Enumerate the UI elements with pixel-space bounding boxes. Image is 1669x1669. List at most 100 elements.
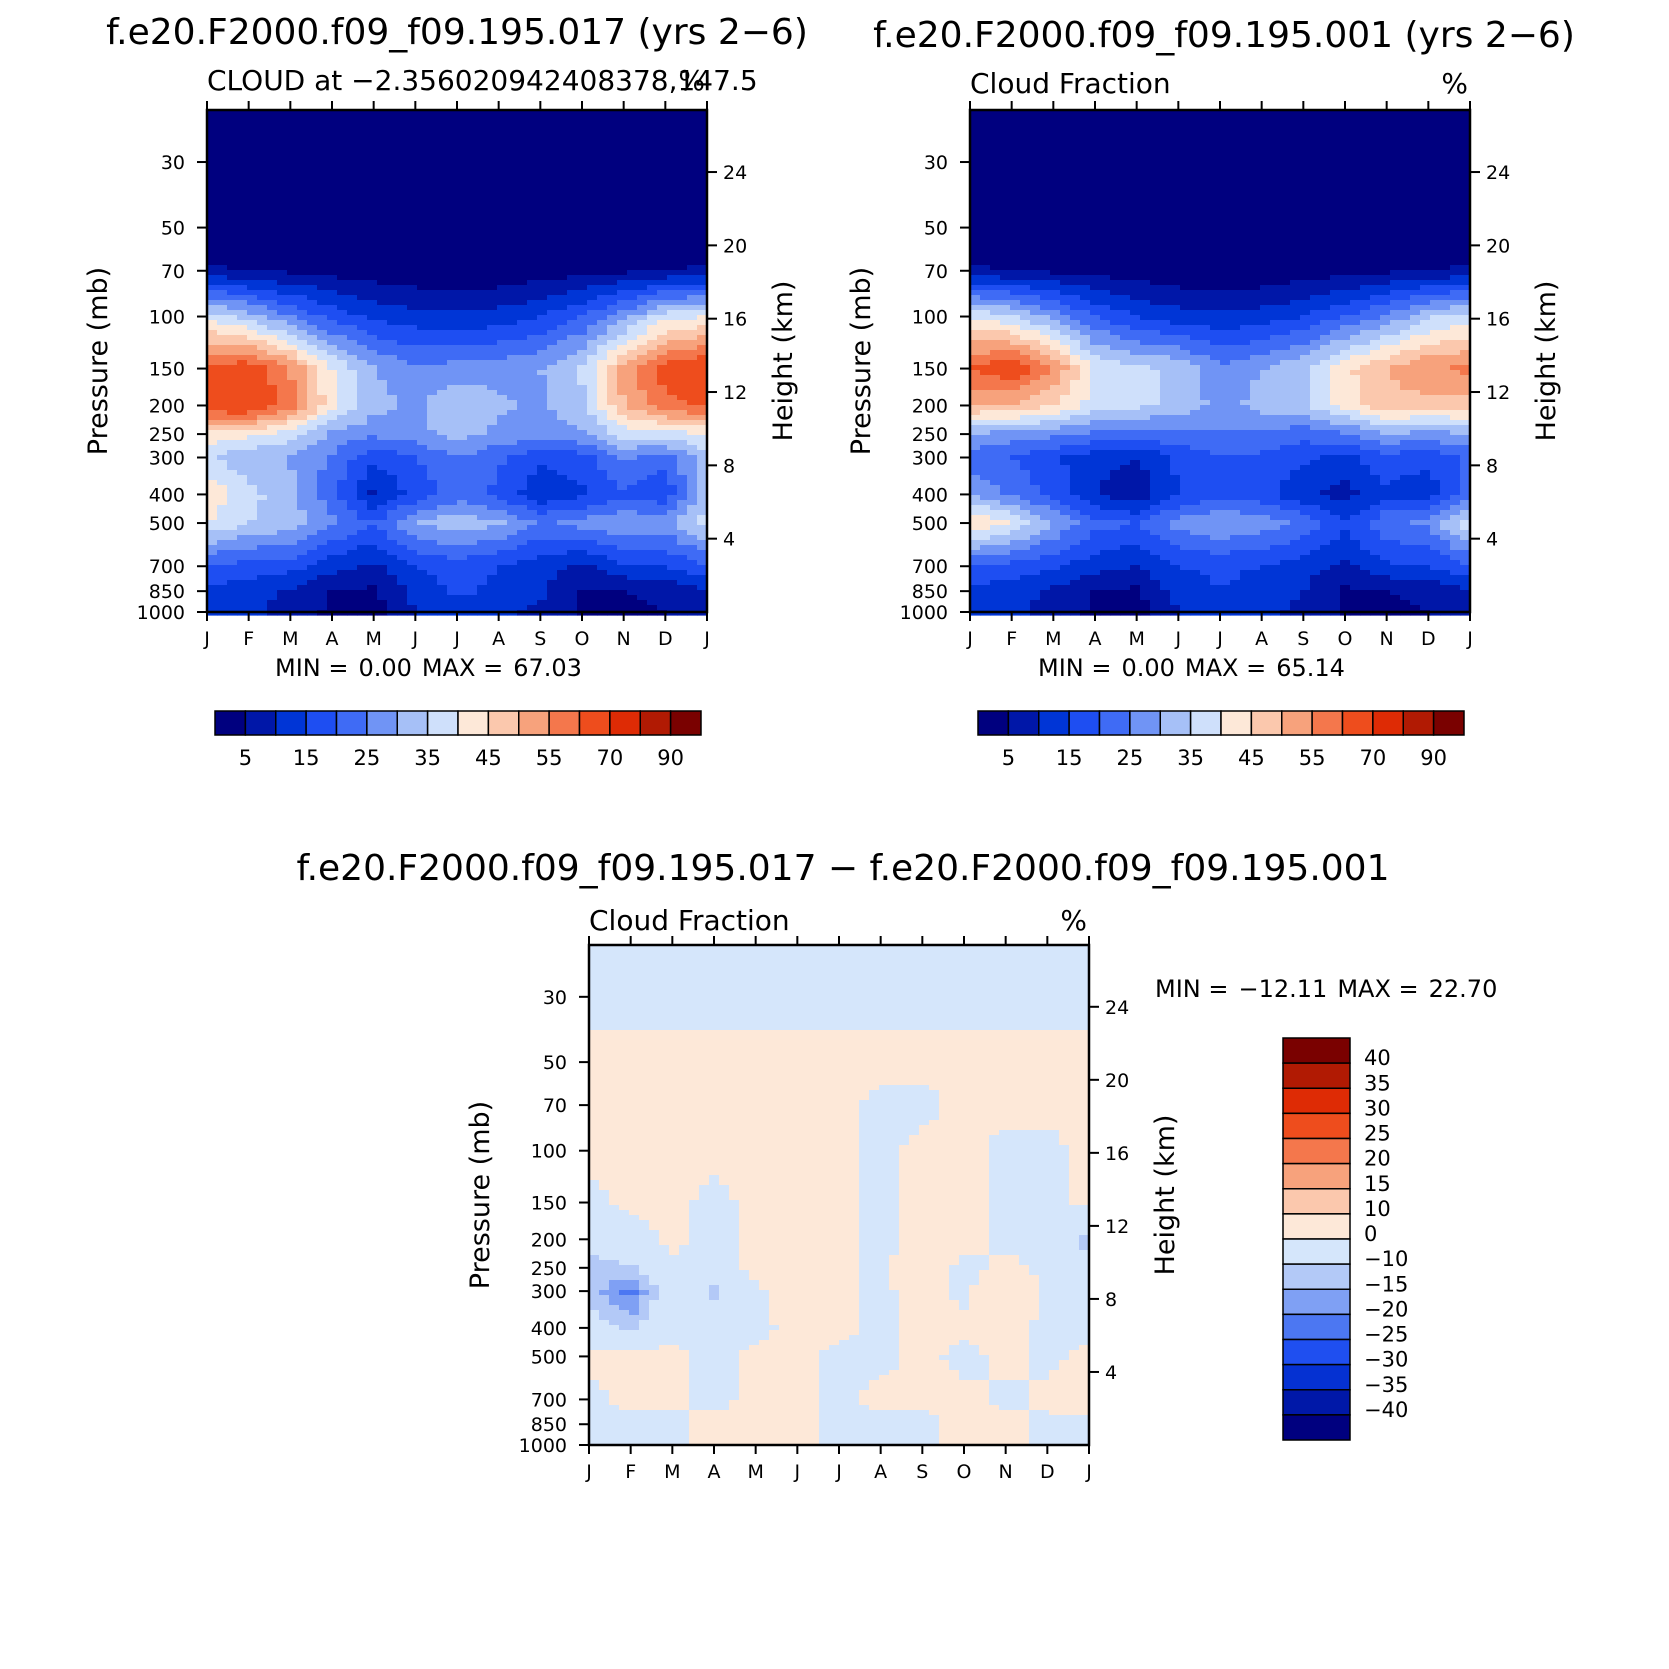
contour-cell [417,485,428,491]
contour-cell [507,210,518,216]
contour-cell [227,155,238,161]
contour-cell [287,155,298,161]
contour-cell [307,560,318,566]
contour-cell [627,530,638,536]
contour-cell [427,495,438,501]
contour-cell [517,275,528,281]
contour-cell [397,405,408,411]
contour-cell [597,150,608,156]
contour-cell [347,470,358,476]
contour-cell [207,465,218,471]
contour-cell [397,175,408,181]
contour-cell [627,570,638,576]
contour-cell [327,420,338,426]
contour-cell [447,555,458,561]
contour-cell [577,485,588,491]
contour-cell [657,330,668,336]
contour-cell [617,440,628,446]
contour-cell [237,555,248,561]
contour-cell [637,130,648,136]
contour-cell [257,330,268,336]
contour-cell [337,190,348,196]
contour-cell [257,430,268,436]
contour-cell [577,520,588,526]
contour-cell [417,380,428,386]
contour-cell [627,455,638,461]
contour-cell [547,110,558,116]
contour-cell [547,315,558,321]
contour-cell [537,275,548,281]
contour-cell [377,525,388,531]
contour-cell [437,180,448,186]
contour-cell [337,205,348,211]
contour-cell [267,260,278,266]
contour-cell [227,580,238,586]
contour-cell [657,500,668,506]
contour-cell [267,355,278,361]
contour-cell [697,220,708,226]
contour-cell [567,525,578,531]
contour-cell [677,365,688,371]
contour-cell [457,525,468,531]
contour-cell [347,445,358,451]
contour-cell [297,320,308,326]
contour-cell [517,465,528,471]
contour-cell [467,595,478,601]
contour-cell [387,230,398,236]
contour-cell [327,575,338,581]
contour-cell [287,115,298,121]
contour-cell [207,335,218,341]
contour-cell [257,455,268,461]
contour-cell [357,475,368,481]
contour-cell [447,145,458,151]
contour-cell [507,455,518,461]
contour-cell [557,330,568,336]
contour-cell [357,315,368,321]
contour-cell [317,595,328,601]
contour-cell [227,465,238,471]
contour-cell [637,420,648,426]
contour-cell [547,130,558,136]
contour-cell [407,575,418,581]
contour-cell [347,350,358,356]
contour-cell [267,590,278,596]
contour-cell [507,330,518,336]
contour-cell [637,435,648,441]
contour-cell [227,575,238,581]
contour-cell [697,120,708,126]
contour-cell [227,140,238,146]
contour-cell [597,330,608,336]
contour-cell [587,330,598,336]
contour-cell [597,115,608,121]
contour-cell [627,440,638,446]
contour-cell [387,165,398,171]
contour-cell [677,555,688,561]
contour-cell [597,390,608,396]
contour-cell [247,365,258,371]
contour-cell [297,575,308,581]
contour-cell [347,585,358,591]
contour-cell [387,555,398,561]
contour-cell [467,445,478,451]
contour-cell [687,280,698,286]
contour-cell [667,565,678,571]
contour-cell [687,210,698,216]
contour-cell [247,555,258,561]
contour-cell [407,310,418,316]
contour-cell [377,290,388,296]
contour-cell [697,315,708,321]
contour-cell [347,500,358,506]
contour-cell [287,145,298,151]
contour-cell [367,405,378,411]
contour-cell [587,505,598,511]
contour-cell [597,495,608,501]
contour-cell [427,430,438,436]
contour-cell [607,275,618,281]
contour-cell [557,260,568,266]
contour-cell [597,440,608,446]
contour-cell [417,270,428,276]
contour-cell [457,255,468,261]
contour-cell [627,495,638,501]
contour-cell [547,565,558,571]
contour-cell [287,505,298,511]
